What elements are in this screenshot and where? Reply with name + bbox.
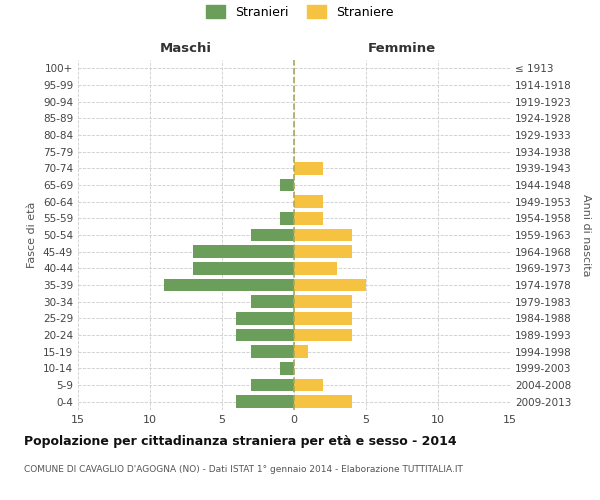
Bar xyxy=(294,162,323,174)
Bar xyxy=(236,329,294,341)
Bar xyxy=(193,246,294,258)
Y-axis label: Anni di nascita: Anni di nascita xyxy=(581,194,591,276)
Bar xyxy=(294,212,323,224)
Bar xyxy=(236,396,294,408)
Bar xyxy=(280,212,294,224)
Bar xyxy=(294,296,352,308)
Bar xyxy=(294,379,323,391)
Text: Popolazione per cittadinanza straniera per età e sesso - 2014: Popolazione per cittadinanza straniera p… xyxy=(24,435,457,448)
Bar xyxy=(193,262,294,274)
Text: COMUNE DI CAVAGLIO D'AGOGNA (NO) - Dati ISTAT 1° gennaio 2014 - Elaborazione TUT: COMUNE DI CAVAGLIO D'AGOGNA (NO) - Dati … xyxy=(24,465,463,474)
Bar xyxy=(294,246,352,258)
Y-axis label: Fasce di età: Fasce di età xyxy=(28,202,37,268)
Bar xyxy=(294,396,352,408)
Bar xyxy=(251,379,294,391)
Bar xyxy=(164,279,294,291)
Bar xyxy=(251,296,294,308)
Text: Maschi: Maschi xyxy=(160,42,212,55)
Bar xyxy=(294,196,323,208)
Bar xyxy=(294,312,352,324)
Bar xyxy=(236,312,294,324)
Bar xyxy=(294,279,366,291)
Bar xyxy=(280,362,294,374)
Bar xyxy=(251,346,294,358)
Bar xyxy=(280,179,294,192)
Legend: Stranieri, Straniere: Stranieri, Straniere xyxy=(202,0,398,24)
Bar xyxy=(294,329,352,341)
Bar xyxy=(294,229,352,241)
Bar xyxy=(294,262,337,274)
Bar xyxy=(251,229,294,241)
Text: Femmine: Femmine xyxy=(368,42,436,55)
Bar xyxy=(294,346,308,358)
